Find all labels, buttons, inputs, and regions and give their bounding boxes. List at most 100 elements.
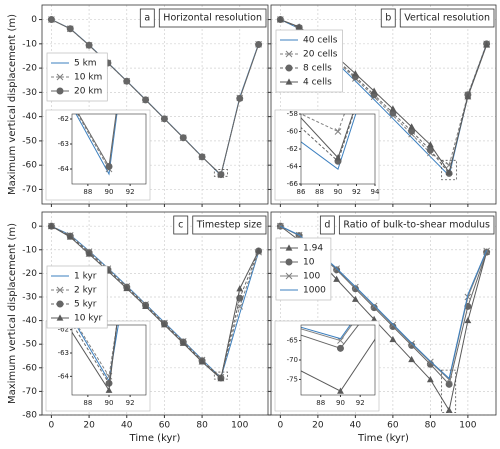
y-tick-label: 0 [31,222,37,232]
marker [483,41,491,48]
marker [236,303,244,310]
frame [270,4,497,205]
series-group [47,16,263,179]
inset-x-tick-label: 88 [315,188,324,196]
inset-frame [300,324,376,396]
marker [255,247,262,254]
marker [370,315,378,323]
series-line [301,114,357,170]
marker [48,222,55,229]
x-tick-label: 20 [312,421,324,431]
marker [285,50,293,58]
inset-x-tick-label: 90 [105,399,114,407]
legend-label: 10 km [74,73,102,83]
inset-y-tick-label: -64 [287,163,299,171]
panel: -70 -60 -50 -40 -30 -20 -10 0 88 90 92 -62 -63 -64 Hor… [22,4,269,207]
letter-box [173,215,189,235]
zoom-box [441,159,458,181]
marker [56,286,64,294]
x-tick-label: 0 [278,421,284,431]
marker [66,233,74,240]
x-tick-label: 80 [196,421,208,431]
y-tick-label: -10 [22,39,37,49]
marker [105,163,113,170]
legend-label: 20 km [74,87,102,97]
marker [370,87,378,94]
x-tick-label: 60 [387,421,399,431]
marker [56,300,64,308]
marker [426,141,434,148]
marker [445,376,453,383]
y-tick-label: -30 [22,292,37,302]
legend: 40 cells 20 cells 8 cells 4 cells [275,29,343,93]
inset-bg [274,320,380,412]
letter-box [380,8,396,28]
y-tick-label: -50 [22,136,37,146]
inset-y-tick-label: -60 [287,128,298,136]
marker [255,41,263,49]
y-tick-label: -20 [22,269,37,279]
legend-label: 5 kyr [74,300,97,310]
series-group [301,325,375,394]
legend: 1.94 10 100 1000 [275,237,332,301]
marker [56,314,64,321]
legend-label: 8 cells [303,64,332,74]
series-line [301,338,375,392]
marker [179,134,187,142]
inset-y-tick-label: -70 [287,356,298,364]
marker [85,250,93,257]
x-tick-label: 40 [350,421,362,431]
inset-x-tick-label: 92 [352,188,361,196]
legend-label: 40 cells [303,36,338,46]
inset-frame [71,113,147,185]
marker [336,344,344,352]
legend-label: 20 cells [303,50,338,60]
marker [445,168,453,176]
marker [445,380,453,388]
y-tick-label: -60 [22,161,37,171]
marker [285,78,293,85]
panel-title: Horizontal resolution [163,13,262,24]
panel-letter: c [178,220,183,231]
marker [334,154,342,161]
legend-label: 1.94 [303,244,323,254]
frame [41,211,269,416]
x-axis-label: Time (kyr) [357,433,409,444]
inset-y-tick-label: -64 [58,372,70,380]
frame [270,211,497,416]
x-tick-label: 40 [121,421,133,431]
marker [285,244,293,251]
x-tick-label: 60 [159,421,171,431]
legend: 5 km 10 km 20 km [46,52,108,102]
marker [160,115,168,123]
y-tick-label: -30 [22,88,37,98]
y-tick-label: 0 [31,15,37,25]
marker [0,203,6,209]
marker [66,25,74,33]
legend-label: 5 km [74,59,97,69]
marker [217,171,225,179]
marker [408,123,416,130]
panel-letter: b [385,13,391,24]
panel-title: Vertical resolution [404,13,490,24]
panel-title: Timestep size [196,220,262,231]
marker [445,406,453,413]
marker [198,358,206,365]
inset-x-tick-label: 88 [83,399,92,407]
series-group [75,114,118,176]
title-box [158,8,267,28]
inset-x-tick-label: 90 [334,188,343,196]
marker [161,321,168,328]
y-axis-label: Maximum vertical displacement (m) [7,223,18,404]
legend-label: 100 [303,272,320,282]
y-tick-label: -40 [22,112,37,122]
marker [408,355,416,363]
panel-title: Ratio of bulk-to-shear modulus [343,220,490,231]
inset-y-tick-label: -58 [287,110,298,118]
legend-label: 4 cells [303,78,332,88]
marker [351,295,359,302]
y-tick-label: -20 [22,64,37,74]
marker [351,285,359,293]
title-box [399,8,495,28]
